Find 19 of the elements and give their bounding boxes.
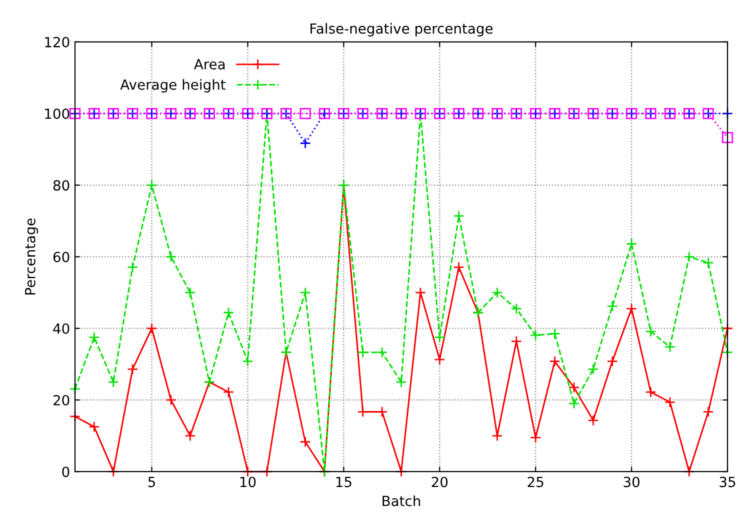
x-tick-label: 35 (720, 476, 736, 488)
y-tick-label: 20 (53, 394, 70, 406)
y-tick-label: 40 (53, 323, 70, 334)
x-tick-label: 10 (240, 476, 256, 488)
legend-label: Average height (120, 79, 226, 93)
x-tick-label: 25 (528, 476, 544, 488)
y-tick-label: 60 (53, 252, 70, 262)
x-tick-label: 15 (336, 476, 352, 488)
x-tick-label: 5 (148, 476, 155, 488)
y-tick-label: 120 (45, 36, 70, 48)
legend-label: Area (194, 59, 225, 70)
y-tick-label: 100 (45, 108, 70, 120)
y-axis-title: Percentage (25, 218, 38, 294)
y-tick-label: 80 (53, 180, 70, 191)
chart-title: False-negative percentage (310, 23, 493, 36)
x-axis-title: Batch (382, 495, 420, 506)
x-tick-label: 20 (432, 476, 448, 488)
y-tick-label: 0 (62, 466, 70, 478)
x-tick-label: 30 (624, 476, 640, 488)
